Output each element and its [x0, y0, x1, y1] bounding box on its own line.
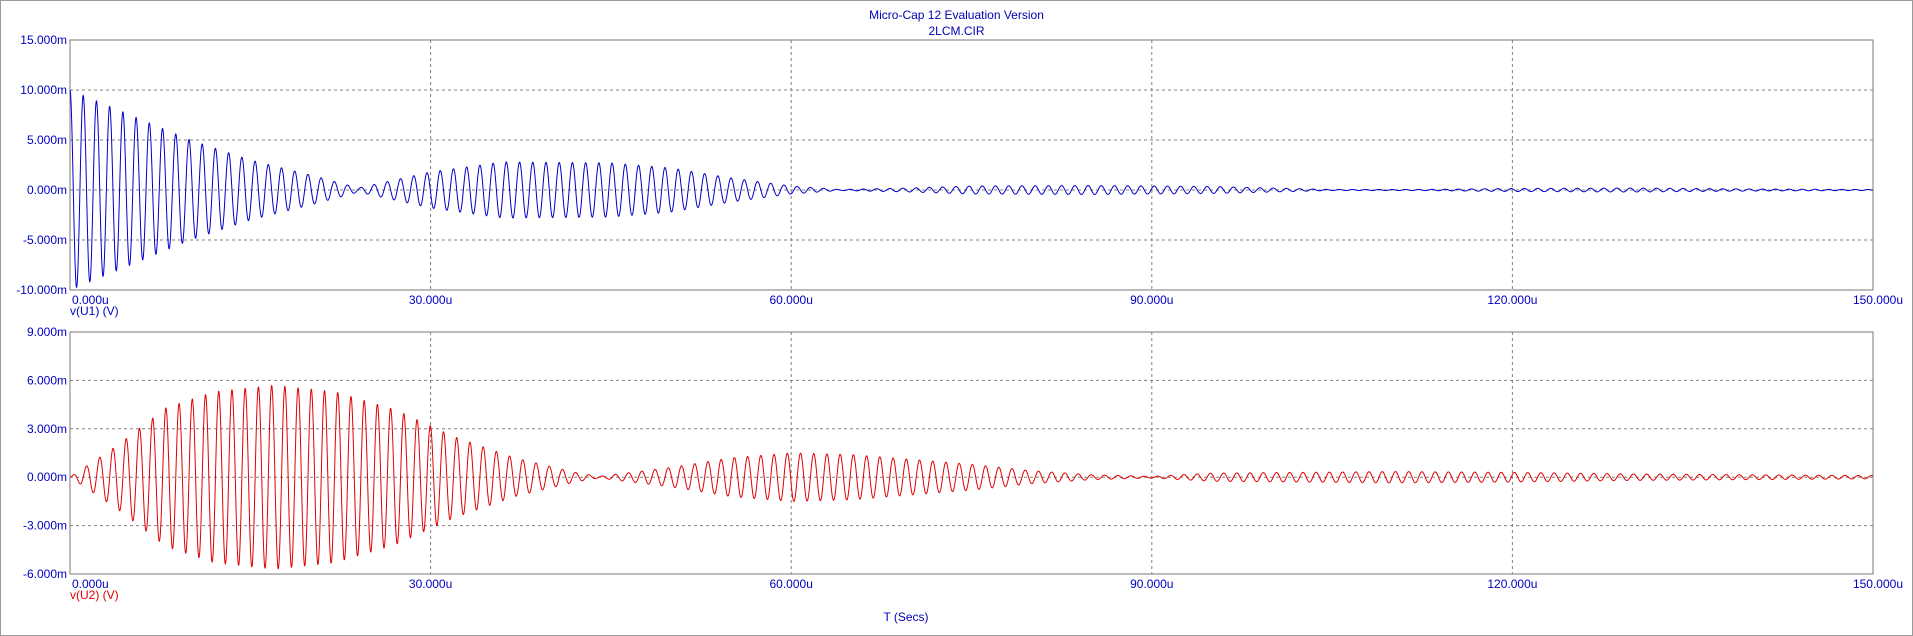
- x-tick-label: 90.000u: [1130, 577, 1173, 591]
- x-tick-label: 120.000u: [1487, 577, 1537, 591]
- chart-title: Micro-Cap 12 Evaluation Version: [869, 8, 1044, 22]
- x-axis-label: T (Secs): [883, 610, 928, 624]
- x-tick-label: 90.000u: [1130, 293, 1173, 307]
- y-tick-label: 3.000m: [27, 422, 67, 436]
- x-tick-label: 0.000u: [72, 293, 109, 307]
- series-line: [69, 89, 1874, 289]
- x-tick-label: 120.000u: [1487, 293, 1537, 307]
- y-tick-label: -3.000m: [23, 519, 67, 533]
- series-label: v(U1) (V): [70, 304, 119, 318]
- y-tick-label: -5.000m: [23, 233, 67, 247]
- x-tick-label: 30.000u: [409, 293, 452, 307]
- y-tick-label: -6.000m: [23, 567, 67, 581]
- x-tick-label: 60.000u: [770, 577, 813, 591]
- series-label: v(U2) (V): [70, 588, 119, 602]
- plot-panel-1: 15.000m 10.000m 5.000m 0.000m -5.000m -10.000…: [16, 33, 1903, 318]
- x-tick-label: 150.000u: [1853, 577, 1903, 591]
- y-tick-label: 9.000m: [27, 325, 67, 339]
- plot-frame: [69, 39, 1874, 291]
- y-tick-label: 0.000m: [27, 183, 67, 197]
- x-tick-label: 60.000u: [770, 293, 813, 307]
- y-tick-label: 0.000m: [27, 470, 67, 484]
- x-tick-label: 0.000u: [72, 577, 109, 591]
- x-tick-label: 30.000u: [409, 577, 452, 591]
- y-tick-label: 5.000m: [27, 133, 67, 147]
- x-tick-label: 150.000u: [1853, 293, 1903, 307]
- y-tick-label: 15.000m: [20, 33, 67, 47]
- y-tick-label: 6.000m: [27, 373, 67, 387]
- plot-panel-2: 9.000m 6.000m 3.000m 0.000m -3.000m -6.000m 0.…: [23, 325, 1903, 602]
- series-line: [69, 385, 1874, 570]
- y-tick-label: -10.000m: [16, 283, 67, 297]
- chart-subtitle: 2LCM.CIR: [928, 24, 985, 38]
- y-tick-label: 10.000m: [20, 83, 67, 97]
- plot-frame: [69, 331, 1874, 575]
